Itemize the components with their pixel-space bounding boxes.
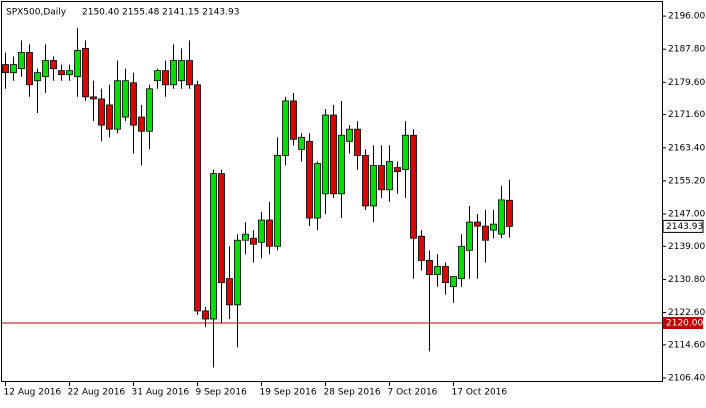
y-tick-label: 2114.60 [668,340,705,350]
candle-body [354,128,361,156]
candle-body [458,245,465,280]
candle-body [258,219,265,243]
candle-body [234,239,241,306]
candle-body [10,64,17,74]
candle-body [314,163,321,219]
x-tick-label: 7 Oct 2016 [388,388,438,398]
candle-body [130,82,137,126]
y-tick-label: 2187.80 [668,45,705,55]
candle-body [506,199,513,227]
candle-body [282,100,289,156]
y-tick-label: 2171.60 [668,110,705,120]
candle-body [242,233,249,241]
last-price-box [662,219,704,233]
candle-body [106,104,113,130]
candle-body [18,52,25,70]
candle-body [322,114,329,195]
price-label: 2120.00 [666,319,703,329]
candle-body [362,155,369,207]
candle-body [410,134,417,239]
candle-body [426,260,433,275]
candle-body [42,60,49,78]
candle-body [442,266,449,284]
candle-body [186,60,193,86]
y-tick-label: 2196.00 [668,12,705,22]
candle-body [122,80,129,118]
candle-body [394,167,401,172]
candle-body [74,50,81,78]
candle-body [162,70,169,86]
price-label-box [663,317,703,330]
candle-body [58,70,65,76]
x-tick-label: 9 Sep 2016 [196,388,248,398]
x-tick-label: 28 Sep 2016 [324,388,381,398]
candle-body [450,276,457,288]
candle-body [114,80,121,130]
y-tick-label: 2122.60 [668,308,705,318]
candle-body [274,155,281,247]
candle-body [266,219,273,247]
x-tick-label: 22 Aug 2016 [68,388,126,398]
candle-body [386,161,393,191]
y-tick-label: 2179.60 [668,78,705,88]
candle-body [298,136,305,150]
candle-body [98,98,105,126]
x-tick-label: 12 Aug 2016 [4,388,62,398]
candle-body [218,173,225,284]
candle-body [250,237,257,245]
candle-body [26,52,33,86]
y-tick-label: 2163.40 [668,143,705,153]
candle-body [146,88,153,132]
candle-body [402,134,409,170]
candle-body [82,48,89,98]
candle-body [466,221,473,251]
y-tick-label: 2130.80 [668,275,705,285]
candle-body [434,266,441,275]
candle-body [154,70,161,82]
x-tick-label: 17 Oct 2016 [452,388,508,398]
candle-body [346,128,353,142]
candle-body [2,64,9,74]
candle-body [474,221,481,227]
candle-body [490,223,497,231]
candle-body [34,72,41,82]
y-tick-label: 2139.00 [668,242,705,252]
candle-body [378,165,385,191]
chart-title: SPX500,Daily [6,8,67,18]
candle-body [50,60,57,70]
candle-body [194,84,201,312]
y-tick-label: 2106.40 [668,373,705,383]
candle-body [498,199,505,235]
candle-body [210,173,217,320]
candle-body [202,310,209,320]
x-tick-label: 31 Aug 2016 [132,388,190,398]
candle-body [170,60,177,86]
candle-body [370,165,377,207]
x-tick-label: 19 Sep 2016 [260,388,317,398]
last-price-label: 2143.93 [666,222,703,232]
candle-body [178,60,185,82]
candle-body [338,134,345,195]
y-tick-label: 2147.00 [668,210,705,220]
y-tick-label: 2155.20 [668,176,705,186]
candle-body [290,100,297,140]
candle-body [226,278,233,306]
candle-body [90,96,97,100]
ohlc-header: 2150.40 2155.48 2141.15 2143.93 [82,8,239,18]
candle-body [418,235,425,261]
candle-body [330,114,337,195]
candle-body [482,225,489,241]
candle-body [138,116,145,132]
candle-body [306,140,313,219]
candle-body [66,70,73,76]
